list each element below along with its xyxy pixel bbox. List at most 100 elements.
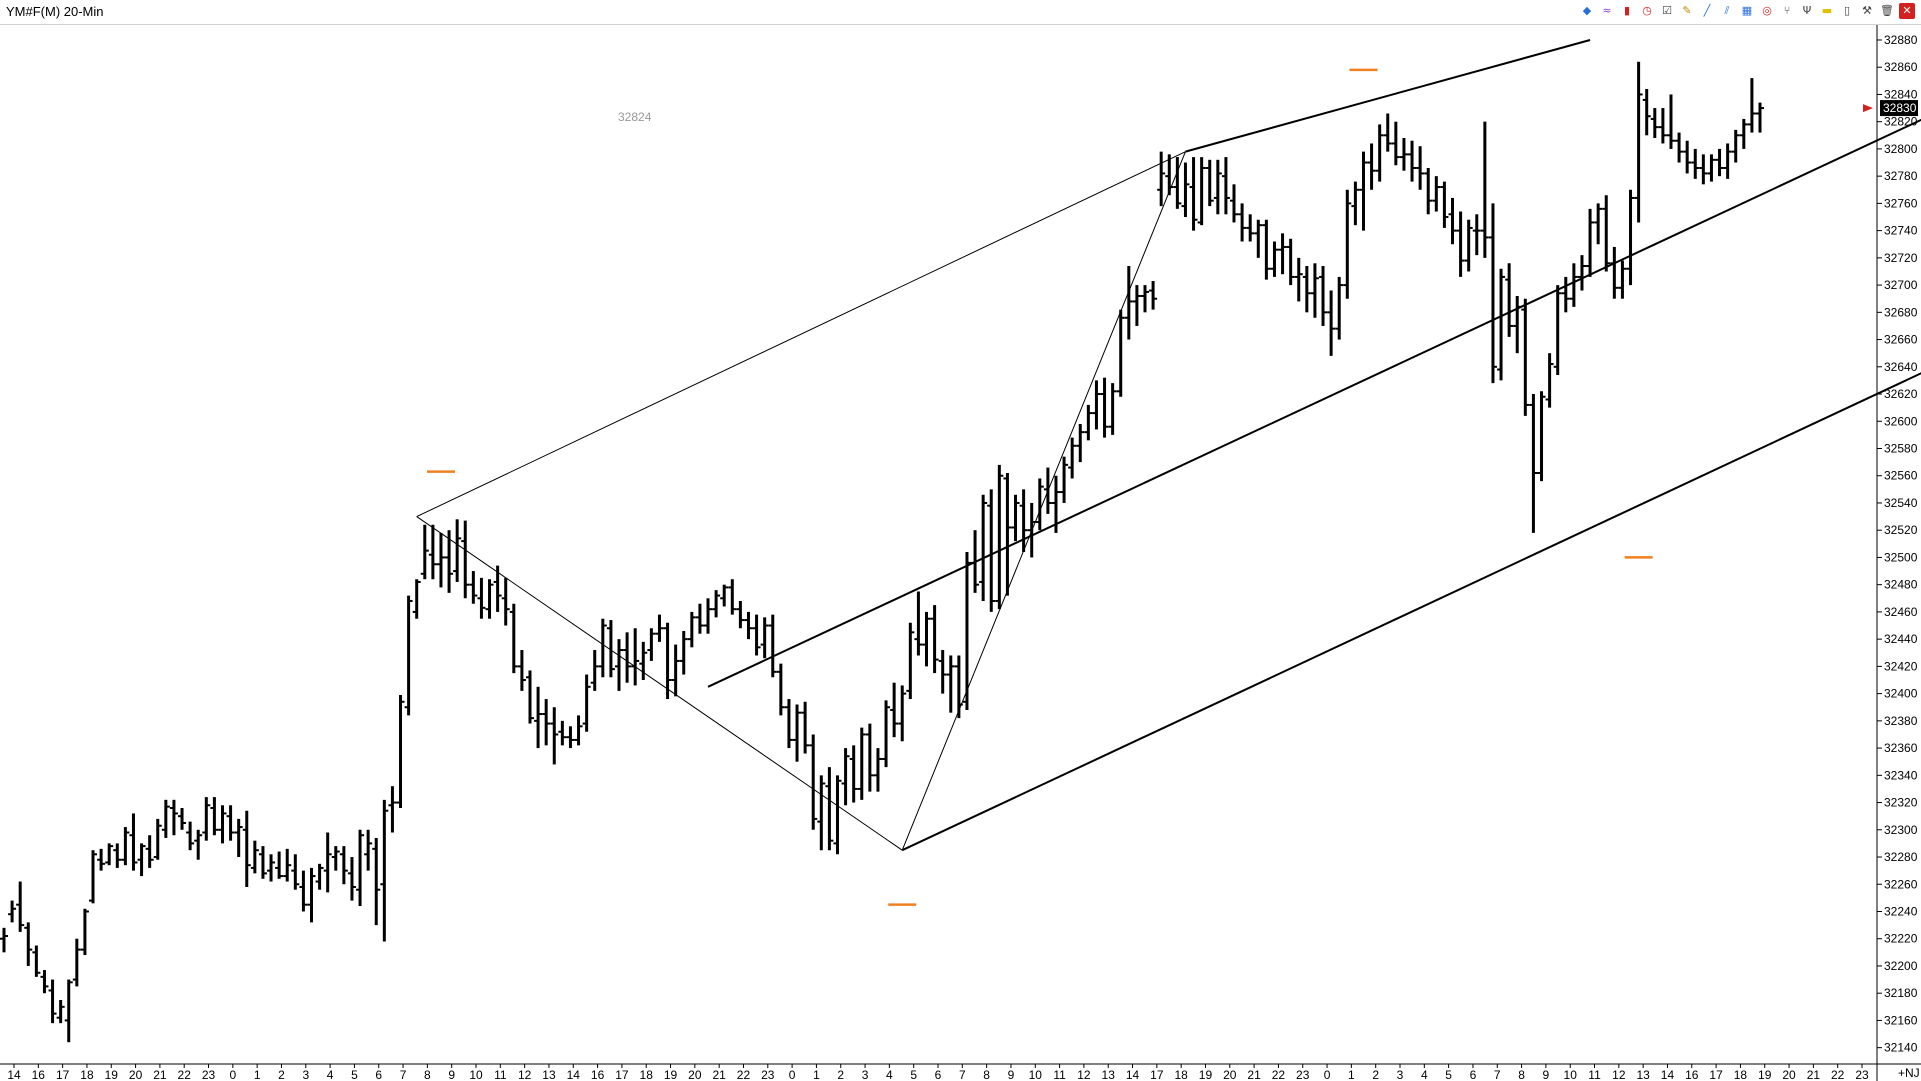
- time-tick-label: 23: [1855, 1068, 1869, 1081]
- pitchfork-icon[interactable]: Ψ: [1802, 4, 1812, 17]
- price-bar: [1278, 233, 1287, 275]
- grid-icon[interactable]: ▦: [1741, 4, 1753, 17]
- price-bar: [258, 846, 267, 879]
- price-bar: [1618, 260, 1627, 299]
- highlight-icon[interactable]: ▬: [1821, 4, 1833, 17]
- price-bar: [1294, 257, 1303, 302]
- trendline-icon[interactable]: ╱: [1703, 4, 1711, 17]
- fork-icon[interactable]: ⑂: [1783, 4, 1791, 17]
- price-tick-label: 32580: [1884, 441, 1918, 455]
- price-bar: [1699, 154, 1708, 185]
- price-bar: [218, 805, 227, 844]
- price-bar: [137, 843, 146, 877]
- price-bar: [1327, 290, 1336, 356]
- time-tick-label: 14: [1661, 1068, 1675, 1081]
- price-bar: [825, 767, 834, 851]
- time-tick-label: 16: [32, 1068, 46, 1081]
- price-tick-label: 32460: [1884, 605, 1918, 619]
- time-tick-label: 18: [1734, 1068, 1748, 1081]
- price-bar: [97, 848, 106, 871]
- price-bar: [250, 840, 259, 874]
- price-bar: [186, 821, 195, 851]
- time-tick-label: 2: [1372, 1068, 1379, 1081]
- time-tick-label: 3: [1397, 1068, 1404, 1081]
- price-bar: [380, 799, 389, 942]
- price-bar: [275, 851, 284, 879]
- price-bar: [1537, 391, 1546, 482]
- window-titlebar: YM#F(M) 20-Min ◆ ≈ ▮ ◷ ☑ ✎ ╱ ⫽ ▦ ◎ ⑂ Ψ ▬ ▯ ⚒ 🗑 ✕: [0, 0, 1921, 25]
- price-bar: [16, 881, 25, 932]
- time-tick-label: 7: [1494, 1068, 1501, 1081]
- target-icon[interactable]: ◎: [1762, 4, 1772, 17]
- time-tick-label: 20: [1782, 1068, 1796, 1081]
- time-tick-label: 18: [640, 1068, 654, 1081]
- price-bar: [412, 579, 421, 619]
- time-tick-label: 20: [129, 1068, 143, 1081]
- price-bar: [542, 699, 551, 746]
- time-tick-label: 13: [1636, 1068, 1650, 1081]
- median-channel-line: [707, 118, 1921, 688]
- price-bar: [323, 832, 332, 893]
- price-bar: [8, 900, 17, 923]
- price-bar: [202, 797, 211, 841]
- layers-icon[interactable]: ◆: [1582, 4, 1592, 17]
- price-bar: [1246, 214, 1255, 242]
- time-tick-label: 14: [567, 1068, 581, 1081]
- price-tick-label: 32260: [1884, 877, 1918, 891]
- close-icon[interactable]: ✕: [1899, 3, 1915, 19]
- clock-icon[interactable]: ◷: [1642, 4, 1652, 17]
- price-bar: [1658, 108, 1667, 144]
- price-bar: [962, 551, 971, 710]
- price-bar: [841, 748, 850, 806]
- price-bar: [1464, 219, 1473, 272]
- price-bar: [857, 727, 866, 800]
- last-price-arrow-icon: [1863, 104, 1873, 113]
- time-tick-label: 9: [1543, 1068, 1550, 1081]
- price-annotation: 32824: [618, 110, 652, 124]
- price-bar: [153, 818, 162, 860]
- price-bar: [1011, 494, 1020, 542]
- time-tick-label: 10: [1564, 1068, 1578, 1081]
- price-axis[interactable]: 32880 32860 32840 32820 32800 32780 32760 32740…: [1863, 25, 1920, 1081]
- price-bar: [1416, 146, 1425, 190]
- time-axis[interactable]: 14 16 17 18 19 20 21 22 23 0 1 2 3 4 5 6 7 8 9 10 11 12 13 14 16…: [0, 1063, 1921, 1081]
- price-bar: [598, 618, 607, 678]
- price-bar: [129, 813, 138, 871]
- price-bar: [1335, 276, 1344, 340]
- channel-icon[interactable]: ⫽: [1724, 4, 1730, 17]
- price-bar: [946, 655, 955, 713]
- trash-icon[interactable]: 🗑: [1880, 4, 1894, 17]
- time-tick-label: 1: [254, 1068, 261, 1081]
- price-bar: [1715, 148, 1724, 177]
- time-tick-label: 3: [862, 1068, 869, 1081]
- phone-icon[interactable]: ▯: [1843, 4, 1851, 17]
- price-bar: [242, 810, 251, 887]
- price-tick-label: 32880: [1884, 33, 1918, 47]
- price-bar: [1149, 281, 1158, 310]
- time-tick-label: 14: [7, 1068, 21, 1081]
- time-tick-label: 11: [1053, 1068, 1066, 1081]
- price-tick-label: 32320: [1884, 796, 1918, 810]
- drawing-toolbar: ◆ ≈ ▮ ◷ ☑ ✎ ╱ ⫽ ▦ ◎ ⑂ Ψ ▬ ▯ ⚒ 🗑 ✕: [1579, 3, 1915, 21]
- waves-icon[interactable]: ≈: [1602, 4, 1612, 17]
- checklist-icon[interactable]: ☑: [1662, 4, 1672, 17]
- price-bar: [566, 726, 575, 749]
- price-bar: [1124, 266, 1133, 340]
- price-bar: [744, 611, 753, 640]
- price-bar: [1432, 176, 1441, 212]
- price-bar: [882, 700, 891, 768]
- price-bar: [89, 850, 98, 904]
- price-bar: [1173, 157, 1182, 209]
- time-tick-label: 4: [886, 1068, 893, 1081]
- price-bar: [760, 617, 769, 659]
- price-bar: [364, 829, 373, 871]
- pencil-icon[interactable]: ✎: [1682, 4, 1692, 17]
- candlestick-icon[interactable]: ▮: [1623, 4, 1631, 17]
- tool-icon[interactable]: ⚒: [1862, 4, 1872, 17]
- time-tick-label: 11: [494, 1068, 507, 1081]
- price-bar: [768, 614, 777, 678]
- price-tick-label: 32720: [1884, 251, 1918, 265]
- last-price-box: [1880, 100, 1918, 117]
- time-tick-label: 5: [910, 1068, 917, 1081]
